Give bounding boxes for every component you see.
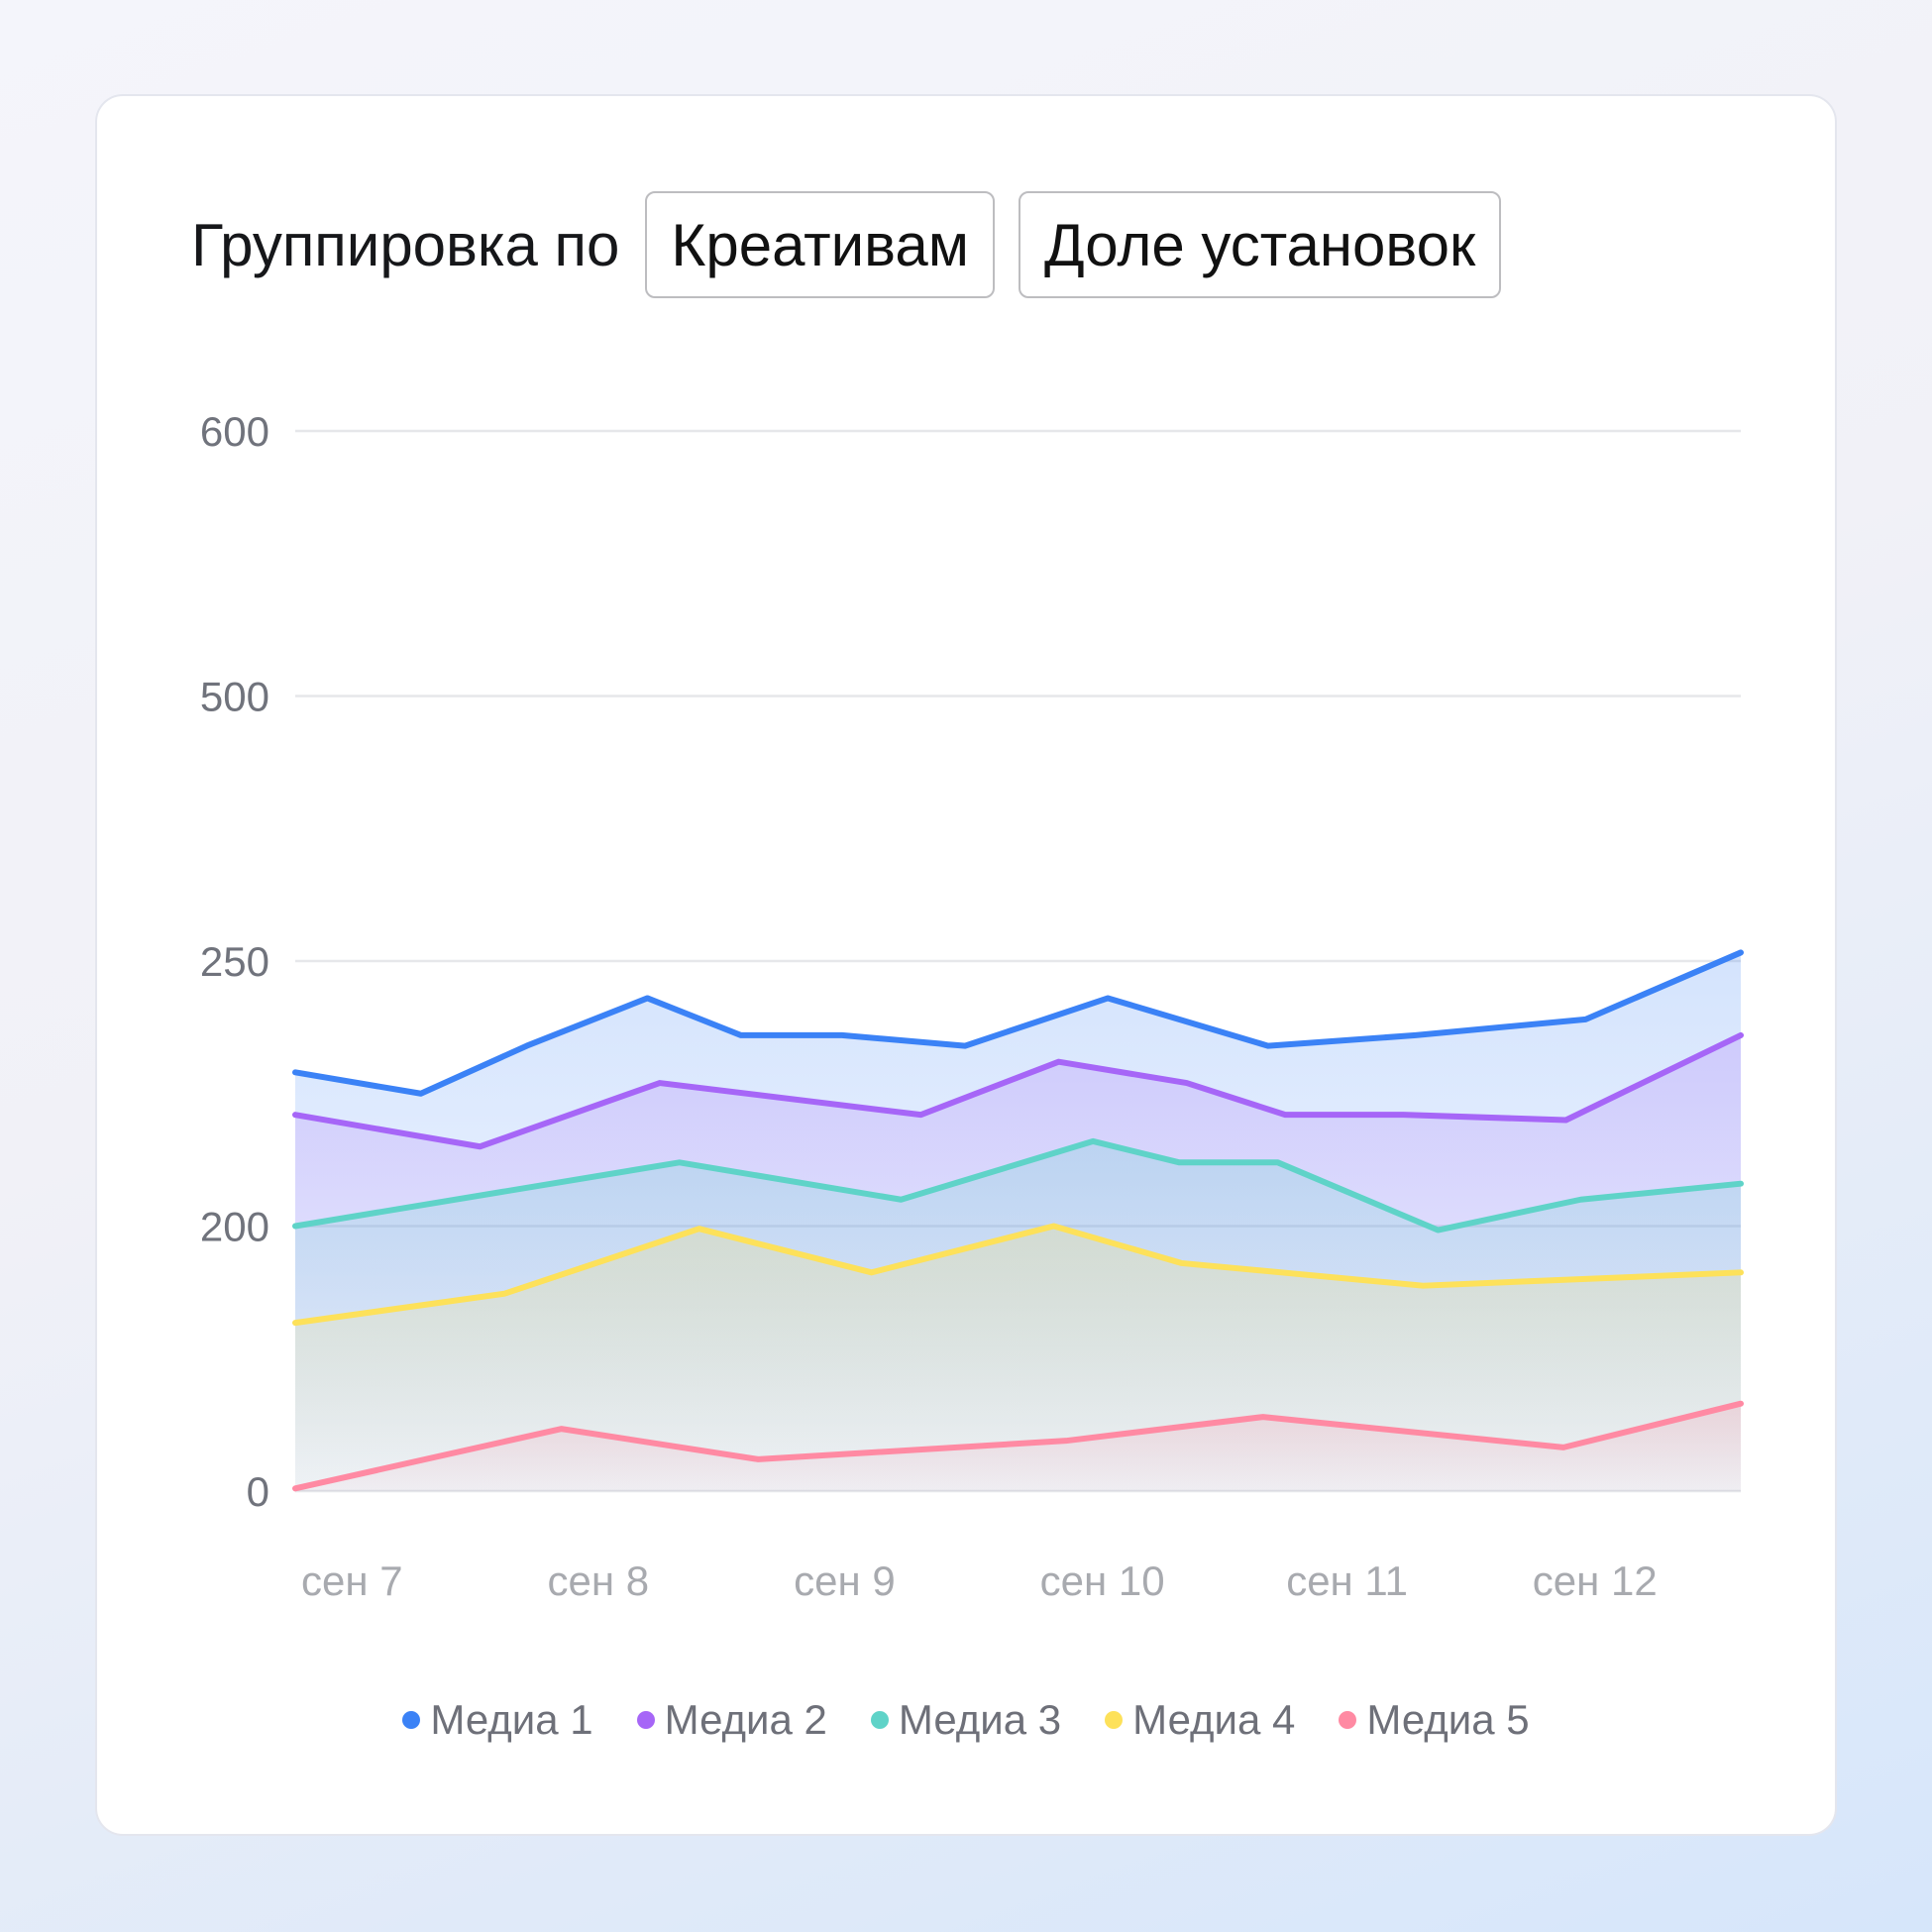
legend-dot-icon	[1339, 1711, 1357, 1729]
legend-dot-icon	[870, 1711, 889, 1729]
y-tick-label: 250	[200, 938, 269, 985]
group-by-creatives-button[interactable]: Креативам	[645, 191, 995, 298]
legend-label: Медиа 4	[1132, 1696, 1296, 1743]
series-line	[292, 1400, 1744, 1492]
grouping-label: Группировка по	[191, 211, 620, 278]
y-tick-label: 500	[200, 674, 269, 720]
series-area	[295, 1226, 1741, 1491]
group-by-install-share-button[interactable]: Доле установок	[1018, 191, 1502, 298]
legend-label: Медиа 2	[664, 1696, 827, 1743]
grouping-header: Группировка по Креативам Доле установок	[191, 191, 1502, 298]
series-line	[292, 1031, 1744, 1150]
legend-label: Медиа 3	[898, 1696, 1062, 1743]
legend-dot-icon	[636, 1711, 655, 1729]
x-tick-label: сен 10	[1040, 1557, 1165, 1604]
legend-label: Медиа 5	[1366, 1696, 1530, 1743]
series-line	[292, 1137, 1744, 1234]
y-tick-label: 600	[200, 408, 269, 455]
legend-label: Медиа 1	[430, 1696, 593, 1743]
legend: Медиа 1 Медиа 2 Медиа 3 Медиа 4 Медиа 5	[0, 1696, 1932, 1744]
legend-item[interactable]: Медиа 5	[1339, 1696, 1530, 1744]
legend-dot-icon	[402, 1711, 421, 1729]
legend-item[interactable]: Медиа 1	[402, 1696, 593, 1744]
x-tick-label: сен 12	[1533, 1557, 1658, 1604]
x-tick-label: сен 9	[794, 1557, 896, 1604]
series-line	[292, 1223, 1744, 1327]
y-tick-label: 0	[247, 1468, 269, 1515]
x-tick-label: сен 8	[548, 1557, 650, 1604]
legend-dot-icon	[1105, 1711, 1124, 1729]
legend-item[interactable]: Медиа 3	[870, 1696, 1062, 1744]
y-tick-label: 200	[200, 1204, 269, 1250]
legend-item[interactable]: Медиа 4	[1105, 1696, 1295, 1744]
x-tick-label: сен 11	[1286, 1557, 1408, 1604]
chart-card: Группировка по Креативам Доле установок	[95, 94, 1837, 1836]
series-area	[295, 1403, 1741, 1491]
series-line	[292, 949, 1744, 1097]
legend-item[interactable]: Медиа 2	[636, 1696, 827, 1744]
x-tick-label: сен 7	[301, 1557, 403, 1604]
